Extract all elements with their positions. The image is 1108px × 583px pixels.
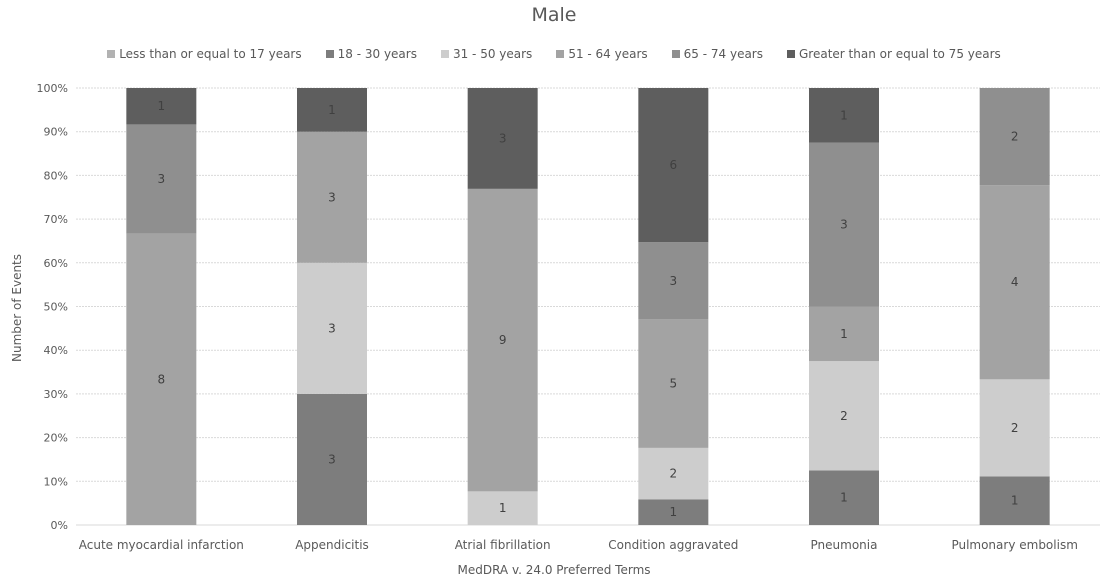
data-label: 2 xyxy=(1011,130,1019,144)
data-label: 6 xyxy=(670,158,678,172)
data-label: 9 xyxy=(499,333,507,347)
data-label: 1 xyxy=(499,501,507,515)
data-label: 1 xyxy=(670,505,678,519)
y-tick-label: 30% xyxy=(44,388,68,401)
data-label: 3 xyxy=(328,452,336,466)
x-tick-label: Acute myocardial infarction xyxy=(79,538,244,552)
bar-segment xyxy=(297,88,367,132)
data-label: 1 xyxy=(840,327,848,341)
chart-title: Male xyxy=(531,4,577,26)
data-label: 5 xyxy=(670,377,678,391)
legend-label-18-30: 18 - 30 years xyxy=(337,47,417,61)
x-tick-label: Condition aggravated xyxy=(608,538,738,552)
x-tick-label: Appendicitis xyxy=(295,538,369,552)
data-label: 3 xyxy=(670,274,678,288)
bar-segment xyxy=(638,499,709,525)
data-label: 2 xyxy=(840,409,848,423)
legend-label-31-50: 31 - 50 years xyxy=(452,47,533,61)
legend-label-ge-75: Greater than or equal to 75 years xyxy=(799,47,1001,61)
bar-segment xyxy=(979,185,1050,380)
bar-segment xyxy=(297,131,367,263)
bar-segment xyxy=(638,88,709,243)
legend-swatch-le-17 xyxy=(107,50,116,58)
legend-item-65-74: 65 - 74 years xyxy=(671,47,763,61)
data-label: 1 xyxy=(328,103,336,117)
y-tick-label: 70% xyxy=(44,213,68,226)
legend-item-51-64: 51 - 64 years xyxy=(556,47,648,61)
bar-segment xyxy=(809,142,879,307)
bar-segment xyxy=(979,476,1050,525)
bar-segment xyxy=(297,262,367,394)
bar-segment xyxy=(467,88,538,189)
data-label: 1 xyxy=(840,108,848,122)
data-label: 1 xyxy=(1011,494,1019,508)
legend-item-18-30: 18 - 30 years xyxy=(325,47,417,61)
bar-segment xyxy=(979,379,1050,477)
bar-segment xyxy=(126,233,197,525)
bar-segment xyxy=(809,306,879,362)
legend-item-31-50: 31 - 50 years xyxy=(440,47,533,61)
data-label: 3 xyxy=(158,172,166,186)
bar-segment xyxy=(297,393,367,525)
data-label: 2 xyxy=(1011,421,1019,435)
y-tick-label: 40% xyxy=(44,344,68,357)
bar-segment xyxy=(126,88,197,125)
bar-segment xyxy=(638,319,709,448)
y-axis-title: Number of Events xyxy=(10,253,24,363)
legend-item-ge-75: Greater than or equal to 75 years xyxy=(787,47,1001,61)
x-tick-label: Pneumonia xyxy=(811,538,878,552)
data-label: 1 xyxy=(840,491,848,505)
x-tick-label: Pulmonary embolism xyxy=(951,538,1077,552)
bar-segment xyxy=(638,242,709,320)
y-tick-label: 10% xyxy=(44,475,68,488)
legend-item-le-17: Less than or equal to 17 years xyxy=(107,47,302,61)
data-label: 8 xyxy=(158,372,166,386)
legend-swatch-51-64 xyxy=(556,50,565,58)
y-tick-label: 20% xyxy=(44,432,68,445)
data-label: 3 xyxy=(499,131,507,145)
legend-label-65-74: 65 - 74 years xyxy=(683,47,763,61)
data-label: 1 xyxy=(158,99,166,113)
bar-segment xyxy=(467,491,538,525)
data-label: 4 xyxy=(1011,275,1019,289)
bar-segment xyxy=(467,188,538,492)
x-tick-label: Atrial fibrillation xyxy=(455,538,551,552)
legend-swatch-18-30 xyxy=(325,50,334,58)
data-label: 3 xyxy=(328,321,336,335)
data-label: 2 xyxy=(670,467,678,481)
y-tick-label: 60% xyxy=(44,257,68,270)
legend-swatch-31-50 xyxy=(440,50,449,58)
y-tick-label: 50% xyxy=(44,301,68,314)
y-tick-label: 0% xyxy=(51,519,68,532)
x-axis-title: MedDRA v. 24.0 Preferred Terms xyxy=(457,563,651,577)
legend-swatch-ge-75 xyxy=(787,50,795,58)
y-tick-label: 90% xyxy=(44,126,68,139)
legend-label-le-17: Less than or equal to 17 years xyxy=(119,47,302,61)
bar-segment xyxy=(638,447,709,500)
data-label: 3 xyxy=(840,218,848,232)
legend-swatch-65-74 xyxy=(671,50,680,58)
bar-segment xyxy=(126,124,197,234)
legend: Less than or equal to 17 years 18 - 30 y… xyxy=(0,47,1108,61)
bar-segment xyxy=(809,88,879,143)
data-label: 3 xyxy=(328,190,336,204)
bar-segment xyxy=(809,470,879,525)
bar-segment xyxy=(809,361,879,471)
bar-segment xyxy=(979,88,1050,186)
y-tick-label: 80% xyxy=(44,169,68,182)
y-tick-label: 100% xyxy=(37,82,68,95)
legend-label-51-64: 51 - 64 years xyxy=(568,47,648,61)
